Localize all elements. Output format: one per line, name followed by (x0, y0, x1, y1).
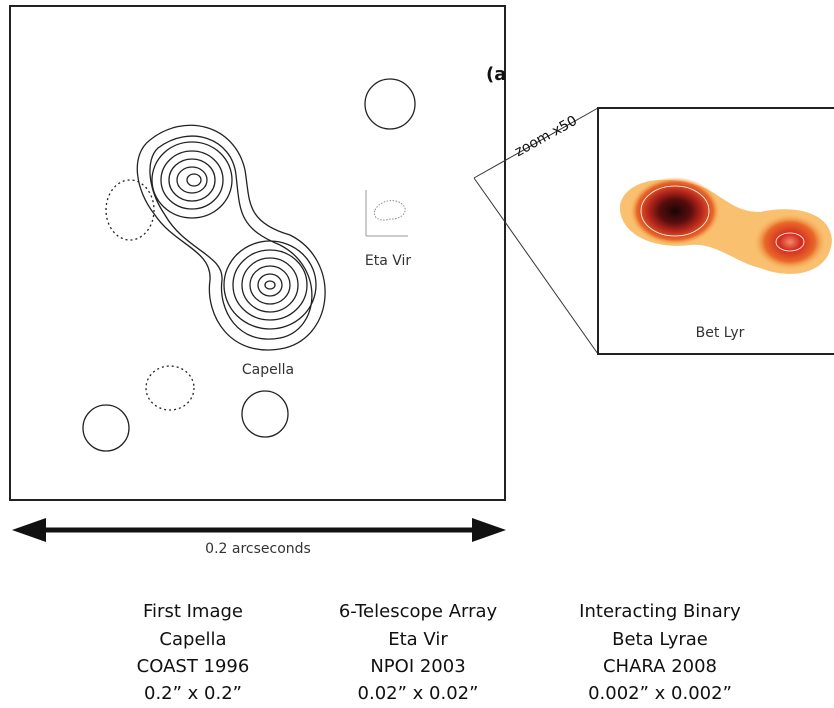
caption-line: Eta Vir (388, 629, 448, 650)
caption-line: First Image (143, 601, 243, 622)
capella-label: Capella (242, 362, 294, 378)
arrow-head (472, 518, 506, 542)
caption-line: CHARA 2008 (603, 656, 717, 677)
bet-lyr-label: Bet Lyr (696, 325, 745, 341)
caption-line: 0.002” x 0.002” (588, 683, 732, 704)
eta-vir-label: Eta Vir (365, 253, 412, 269)
bet-lyr-secondary (754, 214, 826, 270)
caption-line: 0.02” x 0.02” (358, 683, 479, 704)
figure: (a Capella Eta Vir zoom x50 Bet Lyr (0, 0, 834, 708)
arrow-head (12, 518, 46, 542)
zoom-label: zoom x50 (512, 113, 580, 160)
panel-tag: (a (486, 64, 506, 85)
captions: First Image Capella COAST 1996 0.2” x 0.2” 6… (137, 601, 742, 704)
caption-line: 0.2” x 0.2” (144, 683, 242, 704)
caption-line: 6-Telescope Array (339, 601, 498, 622)
caption-line: Interacting Binary (579, 601, 741, 622)
scale-label: 0.2 arcseconds (205, 541, 311, 557)
capella-panel (10, 6, 505, 500)
caption-line: COAST 1996 (137, 656, 250, 677)
caption-line: NPOI 2003 (370, 656, 465, 677)
caption-line: Beta Lyrae (612, 629, 708, 650)
bet-lyr-primary (630, 177, 720, 245)
scale-arrow (12, 518, 506, 542)
caption-line: Capella (159, 629, 226, 650)
